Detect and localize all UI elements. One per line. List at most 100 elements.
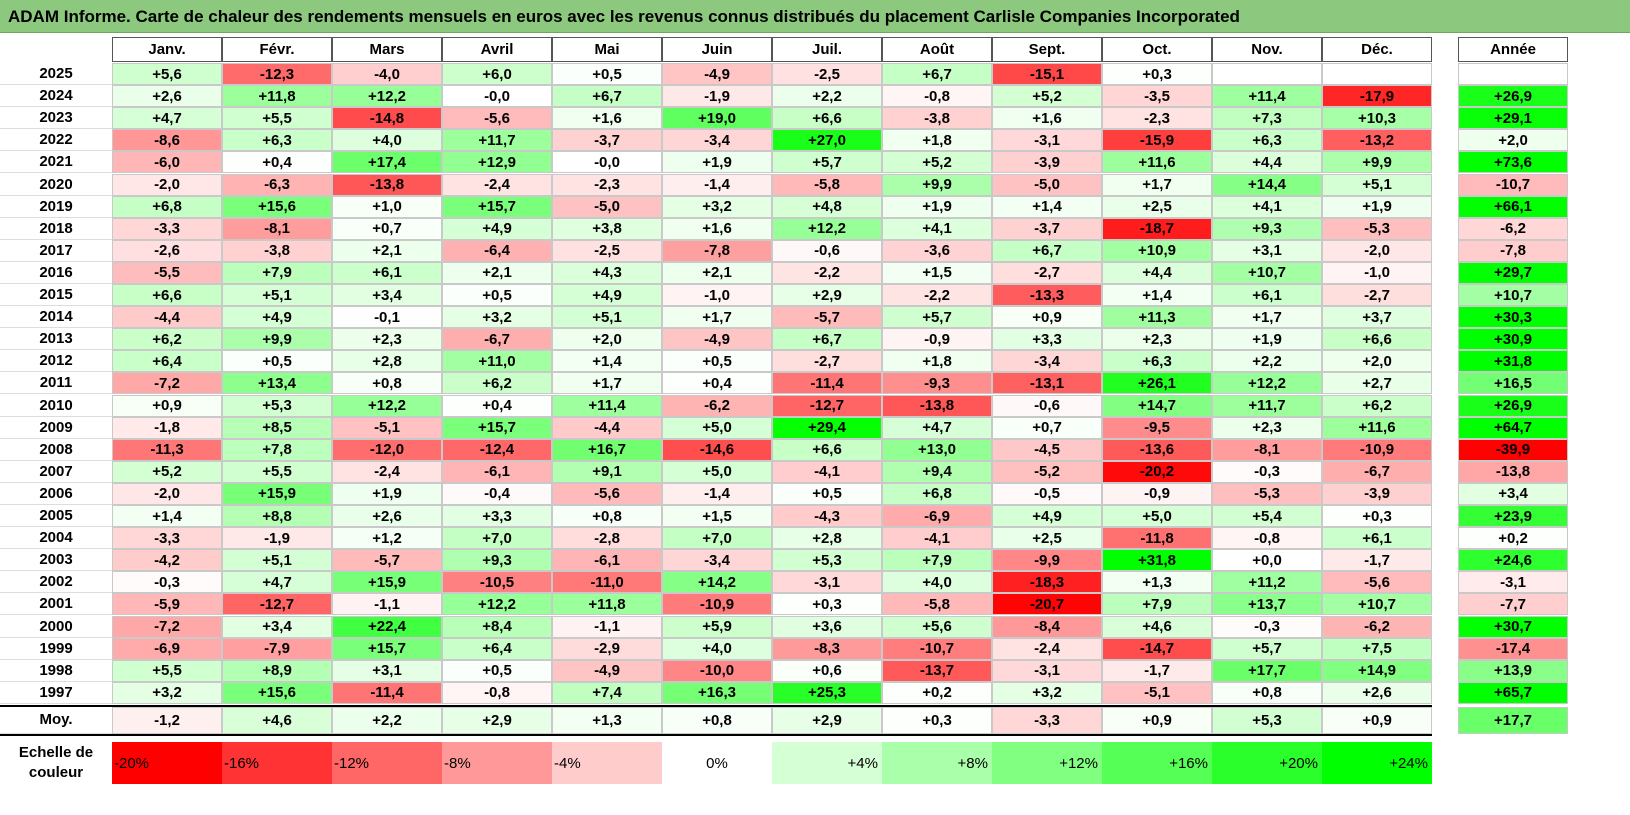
month-cell: -9,3: [882, 372, 992, 395]
scale-label: Echelle de couleur: [18, 744, 94, 781]
month-cell: +6,3: [1102, 350, 1212, 373]
month-cell: +0,2: [882, 681, 992, 704]
month-cell: -11,4: [332, 681, 442, 704]
month-cell: -9,5: [1102, 416, 1212, 439]
month-cell: +6,4: [442, 637, 552, 660]
year-label: 2002: [0, 571, 112, 594]
average-cell: +2,9: [772, 706, 882, 734]
year-label: 2008: [0, 438, 112, 461]
month-cell: +4,0: [882, 571, 992, 594]
month-cell: +15,7: [442, 416, 552, 439]
average-cell: +0,9: [1102, 706, 1212, 734]
scale-step: -16%: [222, 742, 332, 784]
month-cell: +6,6: [772, 438, 882, 461]
month-cell: +2,2: [1212, 350, 1322, 373]
month-cell: -5,9: [112, 593, 222, 616]
month-cell: -6,7: [442, 328, 552, 351]
month-cell: +6,6: [1322, 328, 1432, 351]
month-cell: +5,9: [662, 615, 772, 638]
month-cell: +14,9: [1322, 659, 1432, 682]
month-cell: -13,2: [1322, 129, 1432, 152]
month-cell: +9,9: [1322, 151, 1432, 174]
month-cell: -5,1: [1102, 681, 1212, 704]
month-cell: +11,8: [222, 85, 332, 108]
month-cell: +4,9: [222, 306, 332, 329]
month-cell: +2,8: [772, 527, 882, 550]
month-cell: -5,2: [992, 460, 1102, 483]
month-cell: +2,2: [772, 85, 882, 108]
month-cell: +3,2: [442, 306, 552, 329]
month-cell: -5,0: [552, 195, 662, 218]
month-cell: +14,2: [662, 571, 772, 594]
month-cell: +12,9: [442, 151, 552, 174]
month-cell: -5,8: [882, 593, 992, 616]
month-cell: -2,7: [772, 350, 882, 373]
month-cell: +10,9: [1102, 239, 1212, 262]
annual-cell: +26,9: [1458, 85, 1568, 108]
month-cell: +3,1: [332, 659, 442, 682]
month-cell: -2,3: [552, 173, 662, 196]
month-cell: +3,1: [1212, 239, 1322, 262]
month-cell: -0,0: [552, 151, 662, 174]
month-cell: +5,7: [882, 306, 992, 329]
month-cell: +11,6: [1102, 151, 1212, 174]
month-cell: -7,2: [112, 372, 222, 395]
month-cell: -6,7: [1322, 460, 1432, 483]
month-cell: +27,0: [772, 129, 882, 152]
scale-step: +12%: [992, 742, 1102, 784]
month-cell: -1,1: [552, 615, 662, 638]
month-cell: +1,7: [662, 306, 772, 329]
month-cell: +2,3: [1102, 328, 1212, 351]
month-cell: -5,6: [1322, 571, 1432, 594]
month-cell: +3,3: [442, 505, 552, 528]
month-cell: +11,7: [442, 129, 552, 152]
month-cell: +3,3: [992, 328, 1102, 351]
year-label: 2021: [0, 151, 112, 174]
month-cell: +2,0: [552, 328, 662, 351]
month-cell: +6,8: [882, 482, 992, 505]
month-cell: -5,7: [772, 306, 882, 329]
month-cell: +3,2: [992, 681, 1102, 704]
month-cell: +5,4: [1212, 505, 1322, 528]
annual-header: Année: [1458, 37, 1568, 62]
month-cell: +6,1: [1212, 284, 1322, 307]
month-cell: +2,1: [442, 261, 552, 284]
month-cell: +13,7: [1212, 593, 1322, 616]
month-cell: -6,1: [442, 460, 552, 483]
month-cell: +1,0: [332, 195, 442, 218]
month-cell: +31,8: [1102, 549, 1212, 572]
month-cell: +2,6: [332, 505, 442, 528]
month-cell: -6,1: [552, 549, 662, 572]
year-label: 2012: [0, 350, 112, 373]
month-cell: -2,8: [552, 527, 662, 550]
month-cell: -2,5: [552, 239, 662, 262]
month-cell: +5,0: [662, 460, 772, 483]
month-cell: +12,2: [1212, 372, 1322, 395]
annual-cell: -6,2: [1458, 217, 1568, 240]
month-cell: +8,4: [442, 615, 552, 638]
month-cell: +5,5: [222, 107, 332, 130]
month-cell: -1,9: [662, 85, 772, 108]
month-cell: -3,7: [992, 217, 1102, 240]
month-cell: [1212, 63, 1322, 86]
month-cell: +6,3: [1212, 129, 1322, 152]
month-cell: -6,9: [882, 505, 992, 528]
month-cell: -3,1: [992, 129, 1102, 152]
year-label: 2009: [0, 416, 112, 439]
month-cell: +7,0: [442, 527, 552, 550]
month-cell: +19,0: [662, 107, 772, 130]
month-cell: +1,6: [552, 107, 662, 130]
month-cell: -1,9: [222, 527, 332, 550]
month-cell: -13,3: [992, 284, 1102, 307]
month-cell: +3,2: [662, 195, 772, 218]
month-cell: +5,7: [1212, 637, 1322, 660]
month-cell: -2,7: [1322, 284, 1432, 307]
month-cell: +6,1: [1322, 527, 1432, 550]
month-cell: -5,8: [772, 173, 882, 196]
average-annual-cell: +17,7: [1458, 706, 1568, 734]
month-cell: -6,2: [662, 394, 772, 417]
month-cell: -2,4: [442, 173, 552, 196]
month-cell: +6,1: [332, 261, 442, 284]
annual-cell: +26,9: [1458, 394, 1568, 417]
year-label: 2019: [0, 195, 112, 218]
